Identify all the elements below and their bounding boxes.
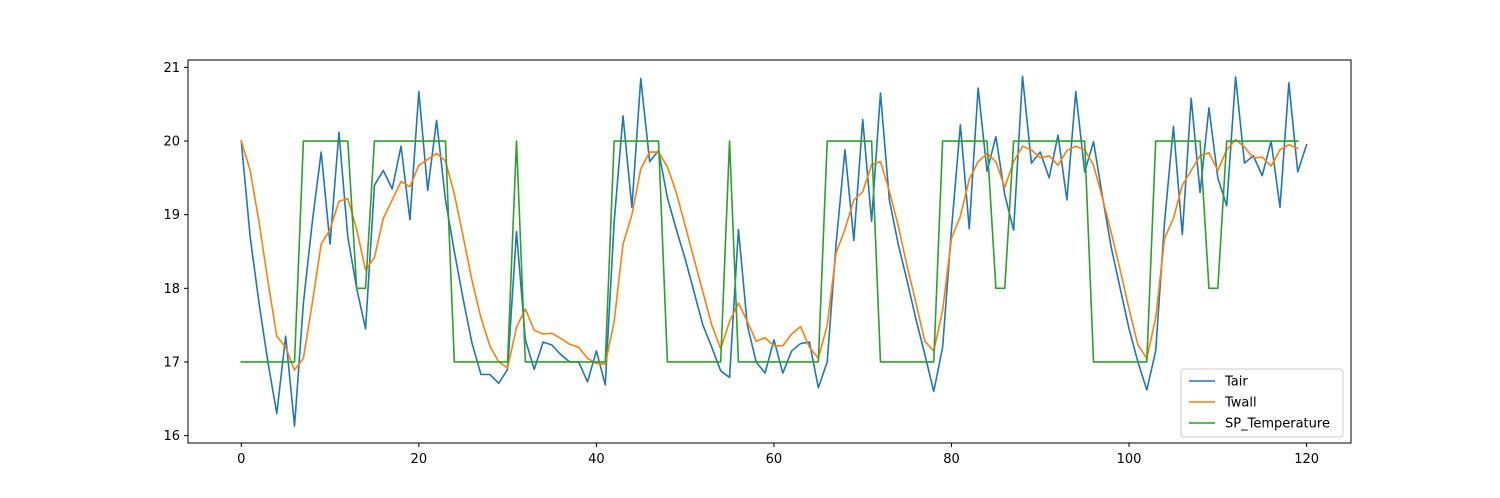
series-line-sp-temperature — [240, 140, 1299, 363]
legend-label-tair: Tair — [1224, 375, 1248, 390]
x-axis: 0 20 40 60 80 100 120 — [237, 443, 1319, 467]
series-layer — [240, 75, 1308, 427]
y-tick-label: 18 — [163, 282, 180, 297]
y-tick-label: 20 — [163, 135, 180, 150]
series-line-twall — [240, 138, 1299, 371]
y-tick-label: 17 — [163, 355, 180, 370]
y-axis: 16 17 18 19 20 21 — [163, 61, 188, 444]
x-tick-label: 0 — [237, 452, 245, 467]
legend-label-sp-temperature: SP_Temperature — [1225, 417, 1330, 432]
series-line-tair — [240, 75, 1308, 427]
legend: Tair Twall SP_Temperature — [1180, 368, 1344, 438]
legend-box — [1180, 368, 1344, 438]
x-tick-label: 80 — [943, 452, 960, 467]
y-tick-label: 16 — [163, 429, 180, 444]
x-tick-label: 20 — [411, 452, 428, 467]
plot-area-frame — [187, 59, 1352, 444]
y-tick-label: 19 — [163, 208, 180, 223]
x-tick-label: 100 — [1117, 452, 1142, 467]
y-tick-label: 21 — [163, 61, 180, 76]
legend-label-twall: Twall — [1224, 396, 1257, 411]
x-tick-label: 40 — [588, 452, 605, 467]
x-tick-label: 120 — [1294, 452, 1319, 467]
x-tick-label: 60 — [766, 452, 783, 467]
